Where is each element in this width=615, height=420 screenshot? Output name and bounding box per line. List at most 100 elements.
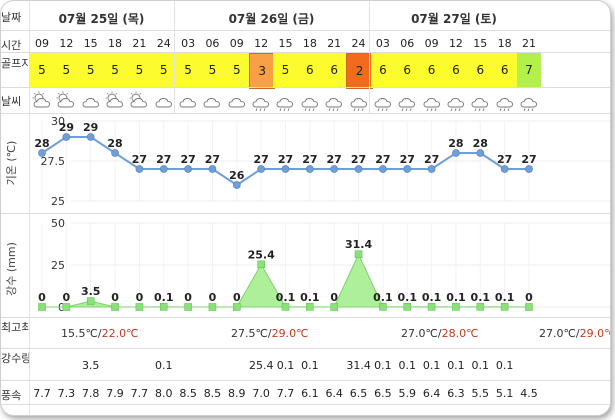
temperature-point <box>476 149 485 157</box>
temperature-value-label: 27 <box>132 153 147 166</box>
rain-tick-label: 25 <box>51 259 65 272</box>
temperature-value-label: 27 <box>156 153 171 166</box>
precip-cell: 0.1 <box>154 359 173 372</box>
cloudy-icon <box>225 89 249 113</box>
rainfall-value-label: 0 <box>136 291 144 304</box>
temperature-point <box>525 165 533 173</box>
temperature-value-label: 29 <box>59 121 74 134</box>
golf-index-row-label: 골프지수 <box>1 57 29 70</box>
temperature-value-label: 29 <box>83 121 98 134</box>
temperature-value-label: 28 <box>107 137 122 150</box>
rainfall-point <box>38 303 46 311</box>
golf-index-cell: 6 <box>419 53 444 87</box>
rainfall-point <box>86 297 95 305</box>
rainfall-point <box>233 303 241 311</box>
time-cell: 18 <box>108 37 123 50</box>
temperature-value-label: 27 <box>302 153 317 166</box>
time-cell: 09 <box>424 37 439 50</box>
golf-index-cell: 2 <box>346 53 373 89</box>
rainfall-value-label: 0.1 <box>446 291 466 304</box>
rainfall-point <box>476 303 485 311</box>
golf-index-cell: 5 <box>273 53 298 87</box>
temperature-point <box>500 165 509 173</box>
minmax-cell: 27.0℃/29.0℃ <box>539 327 610 340</box>
golf-index-cell: 6 <box>297 53 323 87</box>
golf-index-cell: 6 <box>322 53 347 87</box>
partly-cloudy-sun-icon <box>103 89 127 113</box>
temp-tick-label: 25 <box>51 195 65 208</box>
weather-row-label: 날씨 <box>1 95 22 108</box>
temperature-chart: 기온 (℃) 30 27.5 25 28 29 29 28 27 27 27 27 26 27 27 27… <box>5 115 610 208</box>
rainfall-value-label: 25.4 <box>248 248 275 261</box>
minmax-separator: / <box>267 327 272 340</box>
wind-cell: 6.4 <box>422 387 441 400</box>
golf-index-cell: 5 <box>29 53 55 87</box>
precip-row-label: 강수량 <box>1 352 29 365</box>
temperature-point <box>427 165 436 173</box>
temperature-point <box>159 165 168 173</box>
golf-index-cell: 6 <box>443 53 469 87</box>
wind-cell: 6.1 <box>301 387 319 400</box>
rainfall-value-label: 0.1 <box>471 291 491 304</box>
rainfall-point <box>184 303 192 311</box>
rain-cloud-icon <box>298 89 322 113</box>
rain-cloud-icon <box>468 89 492 113</box>
rainfall-point <box>379 303 387 311</box>
rain-cloud-icon <box>492 89 516 113</box>
wind-cell: 7.7 <box>130 387 149 400</box>
rainfall-value-label: 0.1 <box>398 291 418 304</box>
rain-cloud-icon <box>346 89 370 113</box>
rainfall-point <box>281 303 290 311</box>
temperature-point <box>281 165 290 173</box>
rain-cloud-icon <box>249 89 273 113</box>
wind-cell: 6.5 <box>349 387 368 400</box>
time-cell: 24 <box>351 37 366 50</box>
min-temp: 15.5℃ <box>61 327 98 340</box>
wind-row-label: 풍속 <box>1 389 22 402</box>
golf-index-cell: 5 <box>78 53 103 87</box>
golf-index-cell: 5 <box>102 53 128 87</box>
temperature-value-label: 27 <box>205 153 220 166</box>
precip-cell: 0.1 <box>301 359 319 372</box>
rain-tick-label: 50 <box>51 217 65 230</box>
golf-index-cell: 6 <box>395 53 420 87</box>
wind-cell: 4.5 <box>520 387 538 400</box>
precip-cell: 25.4 <box>248 359 274 372</box>
rainfall-point <box>427 303 436 311</box>
temperature-axis-label: 기온 (℃) <box>5 141 18 186</box>
rainfall-point <box>135 303 144 311</box>
wind-cell: 8.5 <box>203 387 222 400</box>
cloudy-icon <box>200 89 224 113</box>
time-cell: 03 <box>181 37 196 50</box>
golf-index-cell: 7 <box>516 53 542 87</box>
temperature-point <box>38 149 46 157</box>
max-temp: 28.0℃ <box>441 327 479 340</box>
wind-cell: 6.4 <box>325 387 343 400</box>
rainfall-point <box>159 303 168 311</box>
rainfall-point <box>403 303 412 311</box>
rainfall-value-label: 31.4 <box>345 238 372 251</box>
wind-cell: 6.5 <box>374 387 392 400</box>
time-cell: 15 <box>278 37 293 50</box>
temperature-point <box>305 165 314 173</box>
rain-cloud-icon <box>371 89 395 113</box>
max-temp: 29.0℃ <box>271 327 309 340</box>
time-cell: 12 <box>59 37 74 50</box>
temperature-value-label: 28 <box>34 137 49 150</box>
wind-cell: 8.5 <box>179 387 197 400</box>
minmax-separator: / <box>437 327 442 340</box>
rainfall-point <box>111 303 119 311</box>
golf-index-cell: 5 <box>200 53 225 87</box>
min-temp: 27.0℃ <box>539 327 576 340</box>
precip-cell: 0.1 <box>422 359 441 372</box>
time-cell: 09 <box>229 37 244 50</box>
minmax-cell: 27.0℃/28.0℃ <box>401 327 491 340</box>
rainfall-value-label: 0.1 <box>373 291 393 304</box>
day-label-2: 07월 26일 (금) <box>228 12 315 26</box>
time-cell: 18 <box>302 37 317 50</box>
cloudy-icon <box>79 89 103 113</box>
time-cell: 15 <box>473 37 488 50</box>
temperature-value-label: 27 <box>521 153 536 166</box>
wind-cell: 5.5 <box>471 387 490 400</box>
time-cell: 03 <box>375 37 390 50</box>
